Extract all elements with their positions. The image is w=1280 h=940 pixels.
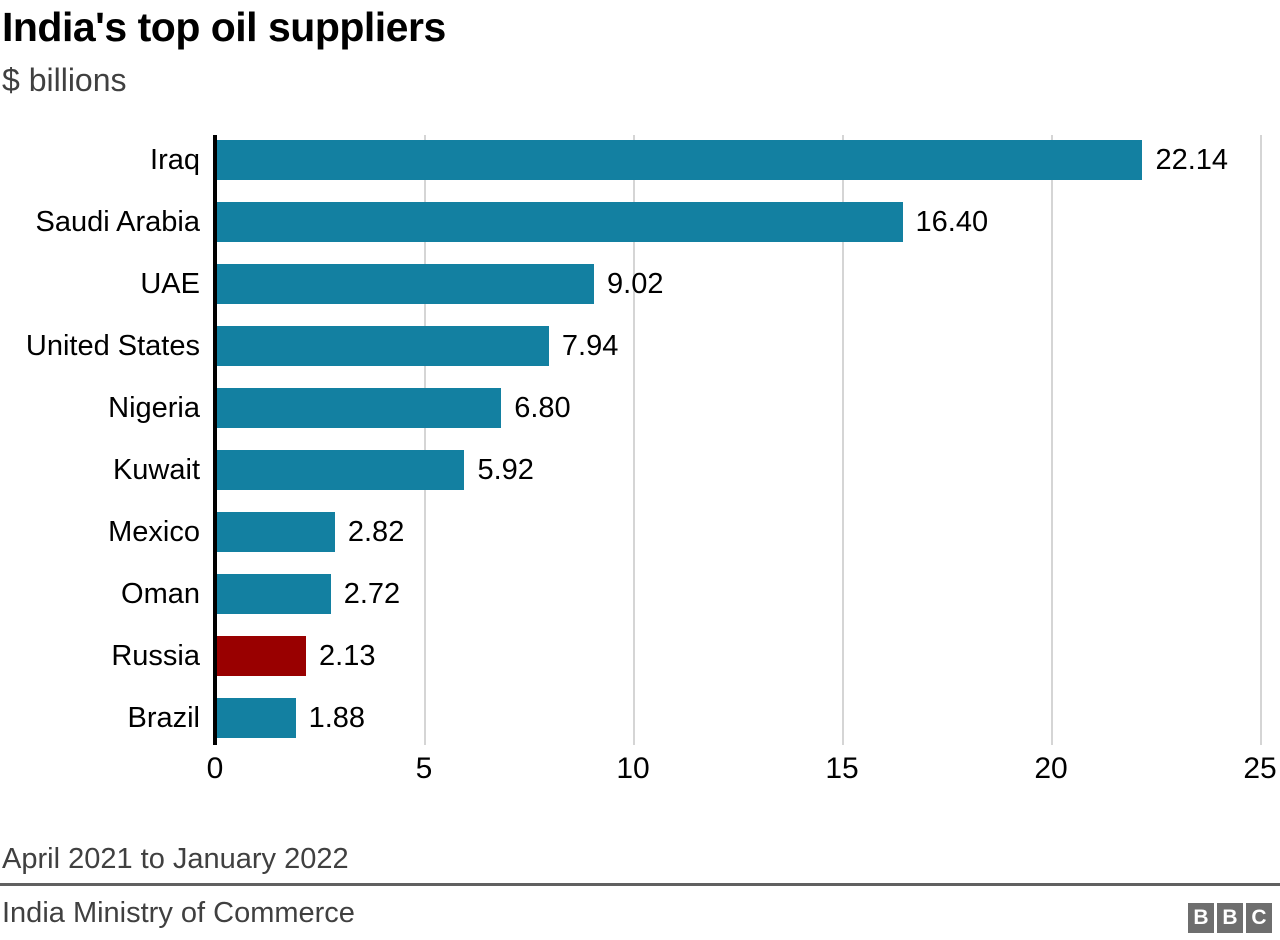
bar (217, 574, 331, 614)
chart-title: India's top oil suppliers (2, 4, 446, 50)
category-label: Saudi Arabia (35, 205, 200, 238)
gridline (633, 135, 635, 745)
value-label: 1.88 (308, 701, 366, 734)
x-tick-label: 0 (206, 752, 224, 785)
x-axis-tick-labels: 0 5 10 15 20 25 (0, 752, 1280, 792)
bar-row: UAE 9.02 (0, 264, 1280, 304)
x-tick-label: 10 (616, 752, 650, 785)
bar (217, 202, 903, 242)
value-label: 22.14 (1155, 143, 1229, 176)
category-label: Mexico (108, 515, 200, 548)
x-tick-label: 15 (825, 752, 859, 785)
value-label: 2.72 (343, 577, 401, 610)
bar (217, 326, 549, 366)
value-label: 9.02 (607, 267, 664, 300)
bbc-logo-letter: B (1188, 903, 1214, 933)
bar-row: Oman 2.72 (0, 574, 1280, 614)
x-tick-label: 20 (1034, 752, 1068, 785)
category-label: Nigeria (108, 391, 200, 424)
value-label: 5.92 (477, 453, 534, 486)
gridline (1260, 135, 1262, 745)
value-label: 2.13 (319, 639, 376, 672)
value-label: 7.94 (561, 329, 619, 362)
bar-row: Mexico 2.82 (0, 512, 1280, 552)
category-label: United States (25, 329, 200, 362)
bar (217, 698, 296, 738)
bar-chart-plot-area: Iraq 22.14 Saudi Arabia 16.40 UAE 9.02 U… (0, 135, 1280, 745)
bar-row: Kuwait 5.92 (0, 450, 1280, 490)
bar (217, 388, 502, 428)
footer-divider (0, 883, 1280, 886)
category-label: Iraq (150, 143, 200, 176)
bbc-logo-letter: B (1217, 903, 1243, 933)
category-label: Russia (111, 639, 200, 672)
category-label: Brazil (127, 701, 200, 734)
bar (217, 450, 465, 490)
bar-row: Brazil 1.88 (0, 698, 1280, 738)
chart-subtitle: $ billions (2, 62, 127, 98)
bbc-logo-letter: C (1246, 903, 1272, 933)
bar-row: United States 7.94 (0, 326, 1280, 366)
bar (217, 264, 595, 304)
bar (217, 636, 307, 676)
value-label: 2.82 (347, 515, 405, 548)
bar (217, 512, 335, 552)
category-label: Oman (121, 577, 200, 610)
bar (217, 140, 1143, 180)
category-label: Kuwait (112, 453, 200, 486)
y-axis-line (213, 135, 217, 745)
chart-footnote: April 2021 to January 2022 (2, 843, 349, 875)
bar-row: Nigeria 6.80 (0, 388, 1280, 428)
category-label: UAE (140, 267, 200, 300)
value-label: 6.80 (514, 391, 571, 424)
gridline (1051, 135, 1053, 745)
gridline (424, 135, 426, 745)
gridline (842, 135, 844, 745)
x-tick-label: 25 (1243, 752, 1277, 785)
source-attribution: India Ministry of Commerce (2, 897, 355, 929)
x-tick-label: 5 (415, 752, 433, 785)
bar-row: Saudi Arabia 16.40 (0, 202, 1280, 242)
bar-row: Russia 2.13 (0, 636, 1280, 676)
value-label: 16.40 (915, 205, 989, 238)
bar-row: Iraq 22.14 (0, 140, 1280, 180)
